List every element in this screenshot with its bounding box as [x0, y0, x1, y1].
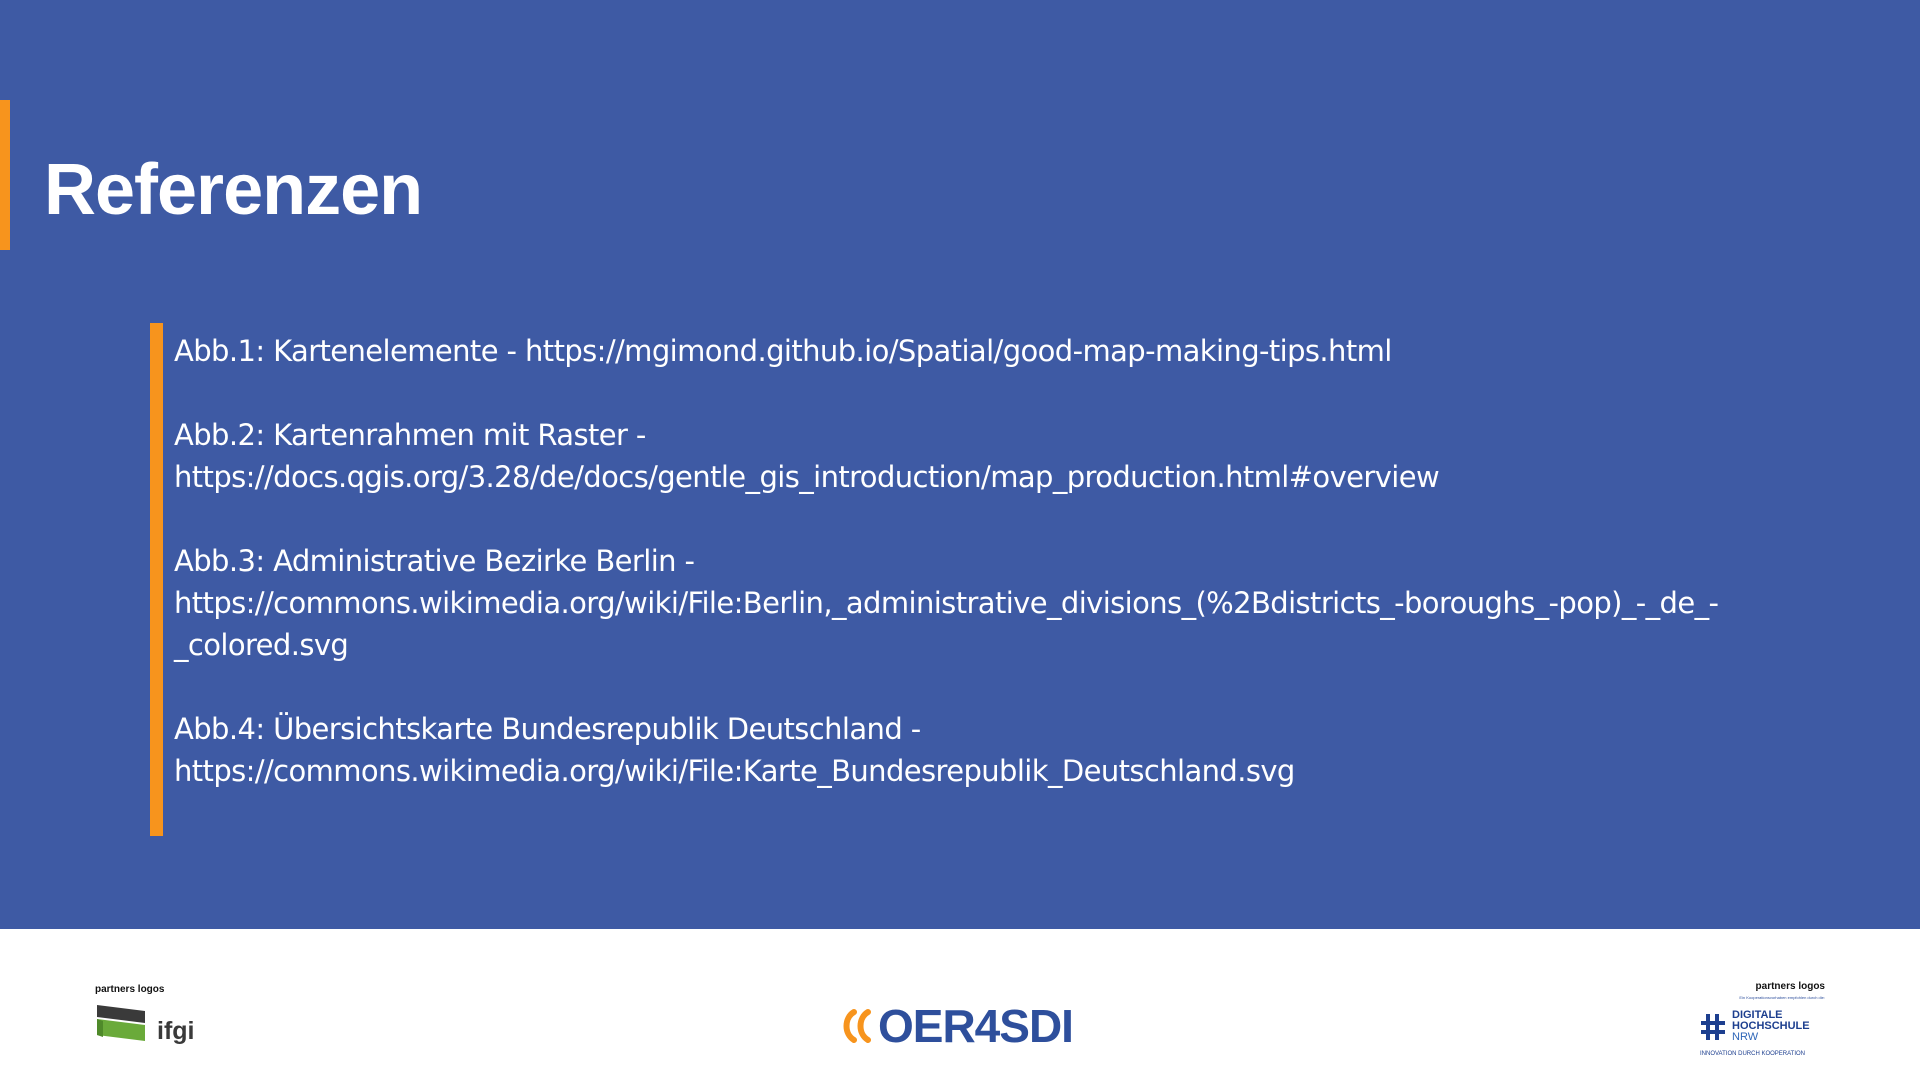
reference-item-4: Abb.4: Übersichtskarte Bundesrepublik De…: [174, 708, 1734, 792]
oer4sdi-logo: OER4SDI: [838, 1000, 1074, 1052]
reference-line: Abb.3: Administrative Bezirke Berlin -: [174, 544, 695, 578]
partner-label: partners logos: [1755, 981, 1825, 992]
partner-note: Ein Kooperationsvorhaben empfohlen durch…: [1739, 995, 1825, 1000]
slide-title: Referenzen: [44, 150, 423, 230]
reference-item-3: Abb.3: Administrative Bezirke Berlin - h…: [174, 540, 1734, 666]
reference-link[interactable]: https://commons.wikimedia.org/wiki/File:…: [174, 754, 1295, 788]
title-accent-bar: [0, 100, 10, 250]
left-partner-logo: partners logos ifgi: [95, 984, 195, 1045]
ifgi-logo-text: ifgi: [157, 1017, 195, 1045]
dh-logo-line2: HOCHSCHULE: [1732, 1020, 1810, 1032]
reference-item-1: Abb.1: Kartenelemente - https://mgimond.…: [174, 330, 1734, 372]
oer4sdi-logo-text: OER4SDI: [878, 1000, 1074, 1052]
reference-link[interactable]: https://docs.qgis.org/3.28/de/docs/gentl…: [174, 460, 1440, 494]
reference-link[interactable]: https://commons.wikimedia.org/wiki/File:…: [174, 586, 1719, 620]
references-list: Abb.1: Kartenelemente - https://mgimond.…: [174, 330, 1734, 792]
references-accent-bar: [150, 323, 163, 836]
chevron-left-logo-icon: [843, 1009, 871, 1043]
reference-line: Abb.4: Übersichtskarte Bundesrepublik De…: [174, 712, 921, 746]
partner-label: partners logos: [95, 984, 165, 995]
dh-logo-claim: INNOVATION DURCH KOOPERATION: [1700, 1051, 1806, 1057]
reference-item-2: Abb.2: Kartenrahmen mit Raster - https:/…: [174, 414, 1734, 498]
ifgi-logo-icon: [97, 1005, 145, 1041]
reference-line: Abb.1: Kartenelemente - https://mgimond.…: [174, 334, 1392, 368]
footer: partners logos ifgi OER4SDI partners log…: [0, 929, 1920, 1080]
right-partner-logo: partners logos Ein Kooperationsvorhaben …: [1700, 981, 1825, 1057]
reference-link[interactable]: _colored.svg: [174, 628, 349, 662]
dh-logo-line3: NRW: [1732, 1031, 1759, 1043]
reference-line: Abb.2: Kartenrahmen mit Raster -: [174, 418, 646, 452]
hashtag-logo-icon: [1701, 1013, 1725, 1040]
dh-logo-line1: DIGITALE: [1732, 1009, 1783, 1021]
